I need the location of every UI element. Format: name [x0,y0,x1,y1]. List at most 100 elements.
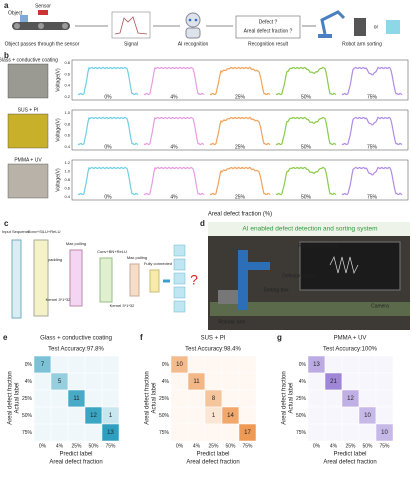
signal-curve [209,66,271,96]
matrix-cell [221,389,240,408]
y-tick-label: 0.4 [64,194,70,199]
cell-value: 11 [193,379,200,385]
y-axis-label: Actual label [289,382,295,413]
x-tick-label: 0% [313,443,321,449]
step-caption: Signal [124,41,138,47]
matrix-cell [375,372,394,391]
y-tick-label: 0.2 [64,94,70,99]
label: Fully connected [144,261,172,266]
matrix-cell [324,355,343,374]
matrix-cell [375,355,394,374]
matrix-cell [221,423,240,442]
y-axis-label: Areal defect fraction [282,371,288,424]
x-tick-label: 50% [88,443,99,449]
x-tick-label: 50% [362,443,373,449]
x-axis-label: Predict label [59,452,92,458]
y-axis-label: Areal defect fraction [145,371,151,424]
step-caption: AI recognition [178,41,209,47]
label: ? [190,272,198,288]
matrix-cell [84,372,103,391]
matrix-cell [221,355,240,374]
fraction-label: 75% [367,94,378,100]
y-tick-label: 50% [296,413,307,419]
signal-curve [143,116,205,146]
y-tick-label: 25% [22,396,33,402]
matrix-cell [238,389,257,408]
y-tick-label: 4% [162,379,170,385]
signal-curve [275,116,337,146]
y-tick-label: 1.0 [64,169,70,174]
fraction-label: 50% [301,144,312,150]
signal-curve [275,166,337,196]
material-label: SUS + PI [18,107,39,113]
matrix-title: PMMA + UV [334,336,367,342]
matrix-cell [50,389,69,408]
x-tick-label: 25% [71,443,82,449]
y-axis-label: Voltage(V) [55,68,61,92]
cell-value: 1 [109,413,113,419]
material-label: PMMA + UV [14,157,42,163]
y-axis-label: Actual label [152,382,158,413]
matrix-cell [238,372,257,391]
y-axis-label: Actual label [15,382,21,413]
x-tick-label: 4% [56,443,64,449]
matrix-cell [204,355,223,374]
y-tick-label: 0.6 [64,71,70,76]
x-tick-label: 25% [208,443,219,449]
conveyor-icon [12,10,70,30]
fraction-label: 75% [367,144,378,150]
x-tick-label: 0% [176,443,184,449]
fraction-label: 0% [104,94,112,100]
x-tick-label: 75% [242,443,253,449]
matrix-cell [375,389,394,408]
cell-value: 13 [107,430,114,436]
label: d [200,219,205,228]
matrix-cell [307,372,326,391]
fraction-label: 25% [235,194,246,200]
fraction-label: 25% [235,94,246,100]
cell-value: 12 [90,413,97,419]
material-label: Glass + conductive coating [0,57,58,63]
y-tick-label: 75% [296,430,307,436]
cell-value: 7 [41,362,45,368]
matrix-cell [375,406,394,425]
y-tick-label: 0.4 [64,144,70,149]
label: Conv+SiLU+ReLU [28,229,61,234]
x-axis-label: Areal defect fraction [186,460,239,466]
fraction-label: 50% [301,194,312,200]
fraction-label: 4% [170,194,178,200]
matrix-cell [358,423,377,442]
label: Sorting box [263,287,289,293]
y-tick-label: 50% [22,413,33,419]
fraction-label: 50% [301,94,312,100]
step-caption: Recognition result [248,41,289,47]
matrix-cell [238,423,257,442]
y-tick-label: 0% [299,362,307,368]
x-tick-label: 50% [225,443,236,449]
matrix-cell [67,406,86,425]
y-axis-label: Areal defect fraction [8,371,14,424]
matrix-cell [33,389,52,408]
label: AI enabled defect detection and sorting … [242,226,377,233]
fraction-label: 0% [104,194,112,200]
y-tick-label: 4% [25,379,33,385]
signal-curve [143,166,205,196]
x-axis-label: Areal defect fraction [323,460,376,466]
label: Recognition result [298,243,339,249]
matrix-cell [341,406,360,425]
y-tick-label: 0.6 [64,133,70,138]
matrix-cell [238,406,257,425]
accuracy: Test Accuracy:97.8% [48,347,104,353]
robot-arm-icon [318,10,400,38]
fraction-label: 25% [235,144,246,150]
x-tick-label: 4% [193,443,201,449]
signal-curve [341,116,403,146]
cell-value: 12 [347,396,354,402]
matrix-cell [50,355,69,374]
plot-frame [71,159,409,201]
signal-curve [275,66,337,96]
y-tick-label: 0.4 [64,83,70,88]
x-tick-label: 75% [105,443,116,449]
matrix-cell [84,355,103,374]
matrix-cell [187,423,206,442]
